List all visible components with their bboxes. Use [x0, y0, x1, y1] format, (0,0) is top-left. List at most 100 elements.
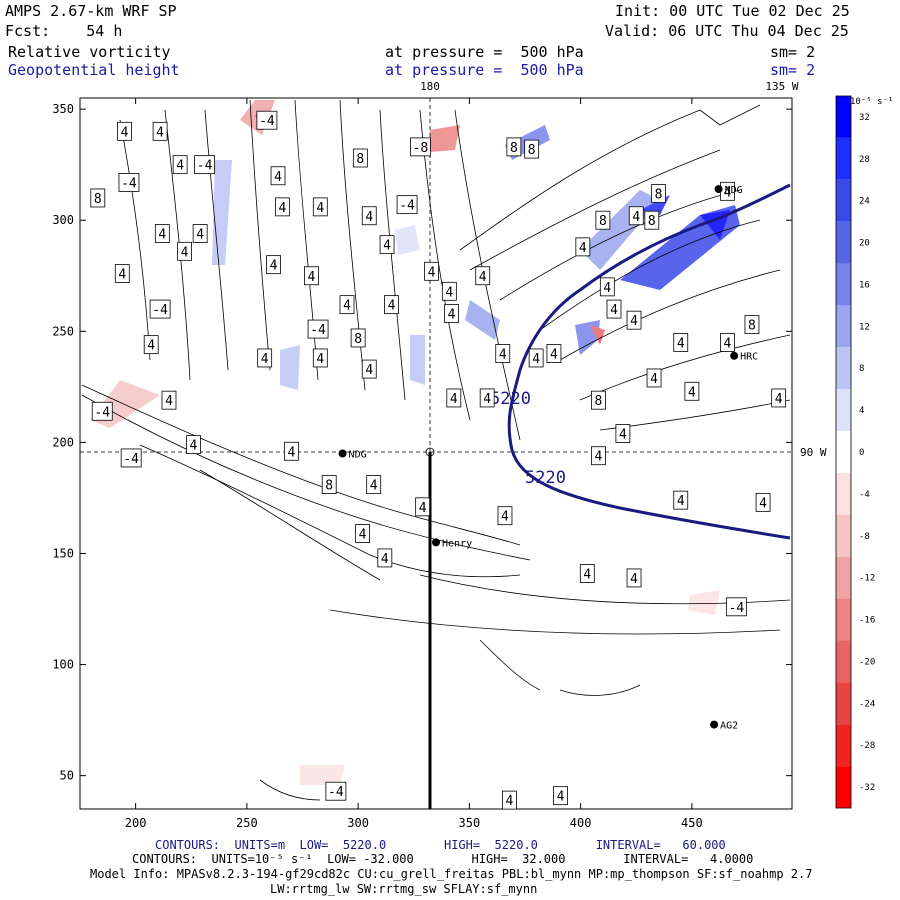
contour-label-box	[441, 281, 457, 301]
contour-label-text: 4	[506, 794, 514, 809]
contour-label-box	[415, 497, 431, 517]
contour-label-text: 8	[595, 394, 603, 409]
contour-label: 4	[599, 277, 615, 297]
colorbar-label: 16	[859, 280, 870, 290]
colorbar-label: 20	[859, 239, 870, 249]
contour-label: 4	[495, 344, 511, 363]
contour-label: 4	[441, 281, 457, 301]
contour-label-box	[684, 381, 700, 401]
contour-label-box	[546, 344, 562, 363]
contour-label-text: 4	[181, 245, 189, 260]
contour-label-text: 8	[655, 188, 663, 203]
colorbar-label: -28	[859, 741, 875, 751]
contour-label-text: 8	[648, 214, 656, 229]
contour-label-text: -4	[729, 601, 745, 616]
contour-label-text: 4	[343, 299, 351, 314]
contour-label-text: 4	[650, 372, 658, 387]
contour-label-text: 4	[450, 392, 458, 407]
contour-label: 4	[303, 266, 319, 286]
contour-label-text: 4	[619, 428, 627, 443]
contour-label: 8	[591, 390, 606, 410]
contour-label: -4	[91, 401, 113, 421]
vorticity-contour-info: CONTOURS: UNITS=10⁻⁵ s⁻¹ LOW= -32.000 HI…	[132, 852, 754, 866]
contour-label-box	[312, 197, 328, 217]
x-tick-label: 350	[459, 816, 481, 830]
contour-label-text: 4	[365, 363, 373, 378]
contour-label-box	[379, 235, 395, 255]
contour-label: 4	[161, 390, 177, 410]
contour-label-text: 4	[677, 494, 685, 509]
contour-label: 4	[283, 441, 299, 461]
contour-label-box	[615, 424, 631, 443]
contour-label-box	[361, 206, 377, 226]
height-contour-info: CONTOURS: UNITS=m LOW= 5220.0 HIGH= 5220…	[155, 838, 726, 852]
contour-label: 4	[355, 524, 370, 543]
colorbar-label: -16	[859, 616, 875, 626]
contour-label-box	[352, 148, 368, 168]
contour-label: 8	[524, 139, 540, 159]
contour-label-text: 4	[579, 241, 587, 256]
colorbar-unit: 10⁻⁵ s⁻¹	[850, 97, 893, 107]
colorbar-label: -8	[859, 532, 870, 542]
contour-label: 4	[444, 304, 459, 323]
colorbar-swatch	[836, 514, 851, 557]
init-time: Init: 00 UTC Tue 02 Dec 25	[615, 2, 850, 20]
contour-label: 4	[771, 388, 787, 408]
contour-label-text: -8	[413, 141, 429, 156]
height-contour-label: 5220	[525, 468, 566, 488]
contour-label-box	[424, 261, 439, 281]
colorbar-swatch	[836, 221, 851, 264]
contour-label-text: -4	[94, 405, 110, 420]
contour-label-box	[502, 790, 517, 810]
field2-level: at pressure = 500 hPa	[385, 61, 584, 79]
station-name: AG2	[720, 721, 738, 732]
vorticity-contours	[81, 99, 791, 801]
contour-label-box	[120, 448, 142, 468]
contour-label-box	[725, 597, 747, 617]
field1-level: at pressure = 500 hPa	[385, 43, 584, 61]
contour-label-text: 4	[759, 496, 767, 511]
contour-label: 4	[479, 388, 495, 408]
contour-label-box	[673, 333, 689, 352]
colorbar: 32 28 24 20 16 12 8 4 0 -4 -8 -12 -16 -20 -24 -28 -32	[835, 95, 875, 809]
contour-label: -4	[256, 110, 278, 130]
contour-label: 4	[379, 235, 395, 255]
colorbar-frame	[835, 95, 852, 809]
contour-label: 4	[446, 388, 462, 408]
contour-label-text: 4	[479, 270, 487, 285]
contour-label-text: 4	[158, 228, 166, 243]
colorbar-label: -12	[859, 574, 875, 584]
contour-label: 4	[755, 492, 771, 512]
contour-label-box	[194, 155, 216, 175]
contour-label-box	[384, 295, 399, 315]
contour-label-text: 4	[307, 270, 315, 285]
contour-label-text: 4	[370, 479, 378, 494]
colorbar-label: -20	[859, 657, 875, 667]
contour-label: 4	[384, 295, 399, 315]
colorbar-swatch	[836, 640, 851, 683]
contour-label-text: 4	[557, 790, 565, 805]
contour-label: 4	[646, 368, 662, 388]
contour-label-box	[339, 295, 355, 315]
station-markers: NDG Henry HRC AG2 NDG	[338, 185, 758, 732]
contour-label-text: 4	[724, 185, 732, 200]
field1-name: Relative vorticity	[8, 43, 171, 61]
contour-label-box	[644, 210, 660, 230]
contour-label: 4	[591, 446, 606, 466]
contour-label-text: 8	[748, 319, 756, 334]
contour-label-text: 4	[632, 210, 640, 225]
contour-label-text: 8	[528, 143, 536, 158]
contour-label-box	[118, 173, 140, 192]
contour-label-text: -4	[259, 114, 275, 129]
contour-label-box	[673, 490, 689, 510]
parallel-label-90w: 90 W	[800, 446, 827, 459]
contour-label-box	[355, 524, 370, 543]
contour-label-box	[475, 266, 491, 286]
contour-label: -4	[307, 319, 329, 339]
colorbar-label: 0	[859, 448, 864, 458]
colorbar-swatch	[836, 347, 851, 390]
contour-label: -4	[149, 299, 171, 319]
contour-label-text: 4	[156, 125, 164, 140]
y-tick-label: 100	[52, 658, 74, 672]
contour-label-box	[114, 264, 130, 283]
